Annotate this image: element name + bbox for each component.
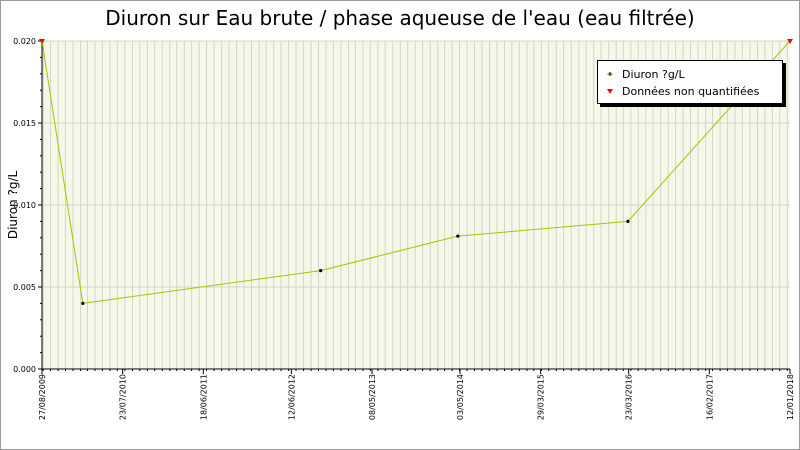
legend-item-non-quantifiees: Données non quantifiées [604, 83, 759, 99]
data-point-diuron [626, 219, 630, 223]
data-point-diuron [81, 301, 85, 305]
x-tick-label: 27/08/2009 [38, 374, 47, 420]
series-line-diuron [41, 40, 791, 304]
legend-label-diuron: Diuron ?g/L [622, 67, 685, 81]
legend-marker-non-quantifiees [604, 83, 616, 99]
x-tick-label: 12/06/2012 [287, 374, 296, 420]
legend-item-diuron: Diuron ?g/L [604, 66, 685, 82]
legend: Diuron ?g/L Données non quantifiées [597, 60, 783, 104]
x-tick-label: 29/03/2015 [537, 374, 546, 420]
y-tick-label: 0.015 [13, 119, 36, 128]
data-point-non-quantifiee [39, 39, 45, 44]
data-point-diuron [319, 269, 323, 273]
x-tick-label: 16/02/2017 [705, 374, 714, 420]
chart-title: Diuron sur Eau brute / phase aqueuse de … [105, 6, 695, 30]
data-point-non-quantifiee [787, 39, 793, 44]
y-tick-label: 0.010 [13, 201, 36, 210]
x-tick-label: 12/01/2018 [786, 374, 795, 420]
y-tick-label: 0.005 [13, 283, 36, 292]
legend-marker-diuron [604, 66, 616, 82]
x-tick-label: 23/07/2010 [119, 374, 128, 420]
x-tick-label: 08/05/2013 [368, 374, 377, 420]
data-point-diuron [456, 234, 460, 238]
y-tick-label: 0.000 [13, 365, 36, 374]
x-tick-label: 03/05/2014 [456, 374, 465, 420]
x-tick-label: 23/03/2016 [625, 374, 634, 420]
y-tick-label: 0.020 [13, 37, 36, 46]
x-tick-label: 18/06/2011 [199, 374, 208, 420]
legend-label-non-quantifiees: Données non quantifiées [622, 84, 760, 98]
y-axis-title: Diuron ?g/L [6, 171, 20, 240]
